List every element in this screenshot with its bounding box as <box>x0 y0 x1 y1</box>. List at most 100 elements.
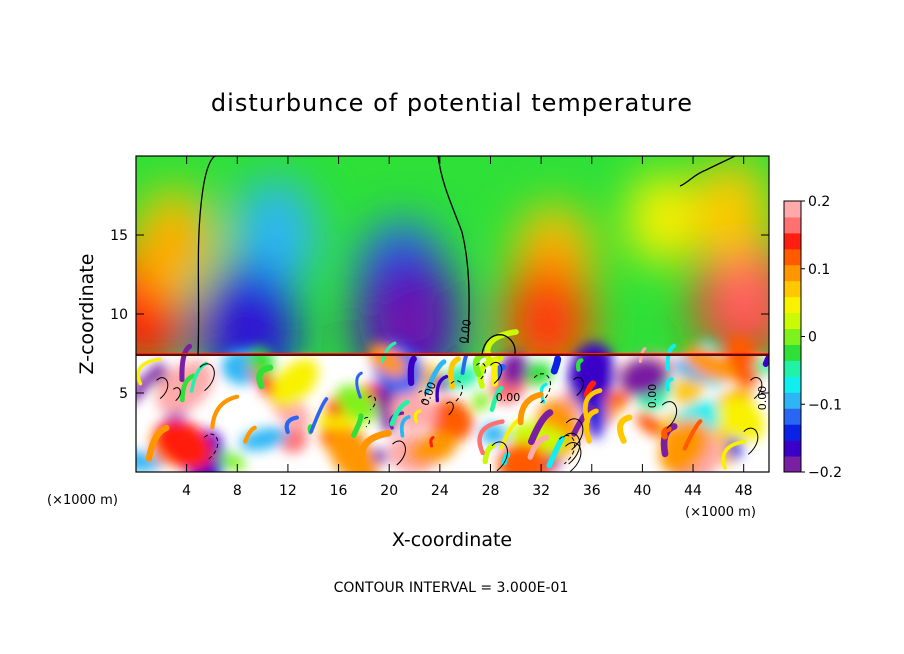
lower-streak-26 <box>179 373 196 403</box>
lower-streak-34 <box>721 439 747 470</box>
lower-streak-13 <box>539 382 548 404</box>
lower-contour-0 <box>204 433 219 460</box>
lower-streak-32 <box>661 425 672 440</box>
lower-patch-35 <box>151 363 168 384</box>
colorbar-band-11 <box>784 280 801 298</box>
lower-streak-41 <box>460 354 468 375</box>
lower-patch-52 <box>670 359 713 383</box>
plot-area: 0.000.00 0.00 0.00 0.00 <box>136 156 769 472</box>
x-tick-label-44: 44 <box>684 483 702 499</box>
x-tick-label-12: 12 <box>279 483 297 499</box>
lower-contour-10 <box>392 440 406 466</box>
lower-streak-47 <box>484 329 519 367</box>
y-tick-label-15: 15 <box>110 228 128 244</box>
lower-streak-44 <box>358 429 392 469</box>
lower-streak-6 <box>583 380 597 399</box>
lower-patch-58 <box>271 358 319 408</box>
lower-contour-15 <box>364 416 371 428</box>
lower-streak-2 <box>638 347 647 363</box>
lower-contour-3 <box>367 395 377 411</box>
contour-label-3: 0.00 <box>646 384 659 409</box>
lower-contour-12 <box>476 362 487 381</box>
zero-contour-right <box>679 156 736 187</box>
x-tick-label-4: 4 <box>182 483 191 499</box>
upper-anomalies <box>136 158 769 397</box>
lower-streak-9 <box>489 385 504 412</box>
lower-patch-67 <box>498 442 551 472</box>
lower-contour-4 <box>156 377 169 399</box>
lower-streak-22 <box>491 358 499 387</box>
colorbar-band-1 <box>784 440 801 457</box>
anomaly-core-5 <box>379 284 437 360</box>
contour-label-4: 0.00 <box>756 386 769 411</box>
lower-streak-35 <box>351 413 364 438</box>
lower-streak-4 <box>424 359 447 395</box>
zero-contour-left <box>197 156 216 356</box>
x-tick-label-20: 20 <box>380 483 398 499</box>
lower-streak-54 <box>136 357 162 386</box>
zero-contour-bump <box>481 334 516 355</box>
contour-labels: 0.000.00 0.00 0.00 0.00 <box>418 318 769 410</box>
lower-streak-17 <box>210 394 240 430</box>
lower-streak-0 <box>355 371 363 399</box>
x-tick-label-48: 48 <box>735 483 753 499</box>
colorbar-band-2 <box>784 424 801 441</box>
x-tick-label-40: 40 <box>633 483 651 499</box>
zero-contour-middle <box>437 156 470 344</box>
colorbar-band-13 <box>784 248 801 266</box>
colorbar-tick-label-1: 0.1 <box>808 262 830 278</box>
colorbar-tick-label-3: −0.1 <box>808 397 842 413</box>
lower-contour-8 <box>573 376 584 396</box>
lower-contour-7 <box>562 432 581 465</box>
lower-contour-11 <box>565 442 582 472</box>
contour-lines <box>197 156 736 356</box>
colorbar-band-5 <box>784 376 801 393</box>
colorbar-band-14 <box>784 232 801 250</box>
colorbar-band-9 <box>784 312 801 330</box>
y-axis: 5 10 15 <box>110 228 769 402</box>
lower-streak-23 <box>546 435 565 469</box>
y-tick-label-10: 10 <box>110 307 128 323</box>
lower-streak-14 <box>435 374 449 403</box>
x-tick-label-32: 32 <box>532 483 550 499</box>
anomaly-core-2 <box>253 205 298 265</box>
colorbar-band-12 <box>784 264 801 282</box>
lower-patch-44 <box>336 385 377 423</box>
lower-patch-68 <box>619 357 669 397</box>
lower-patch-29 <box>428 399 474 442</box>
lower-patch-55 <box>635 412 664 437</box>
lower-contour-14 <box>661 401 678 429</box>
x-axis-label: X-coordinate <box>392 529 512 551</box>
lower-patch-33 <box>154 419 213 471</box>
colorbar: 0.2 0.1 0 −0.1 −0.2 <box>783 194 842 481</box>
y-axis-label: Z-coordinate <box>76 254 98 375</box>
colorbar-band-15 <box>784 216 801 234</box>
lower-patch-69 <box>472 391 490 411</box>
x-tick-label-16: 16 <box>330 483 348 499</box>
colorbar-band-8 <box>784 328 801 345</box>
x-axis: 4 8 12 16 20 24 28 32 36 40 44 48 <box>182 156 753 499</box>
lower-contour-18 <box>450 380 464 403</box>
lower-streak-43 <box>389 399 410 427</box>
anomaly-core-7 <box>522 289 572 355</box>
contour-label-0: 0.00 <box>457 318 474 344</box>
colorbar-band-10 <box>784 296 801 314</box>
lower-streak-11 <box>482 443 496 465</box>
lower-patch-32 <box>239 427 289 451</box>
anomaly-core-8 <box>643 194 680 244</box>
anomaly-core-10 <box>710 183 752 239</box>
colorbar-band-0 <box>784 456 801 473</box>
lower-streak-53 <box>399 415 411 438</box>
lower-contour-20 <box>491 441 508 472</box>
lower-patch-57 <box>500 352 529 387</box>
lower-patch-53 <box>368 343 407 378</box>
lower-streak-27 <box>527 434 549 460</box>
lower-contour-9 <box>418 390 426 404</box>
x-unit-right: (×1000 m) <box>685 505 756 520</box>
lower-streak-3 <box>243 425 257 444</box>
lower-streak-15 <box>665 377 674 392</box>
x-tick-label-24: 24 <box>431 483 449 499</box>
contour-label-2: 0.00 <box>496 391 521 404</box>
y-tick-label-5: 5 <box>119 386 128 402</box>
x-tick-label-36: 36 <box>583 483 601 499</box>
